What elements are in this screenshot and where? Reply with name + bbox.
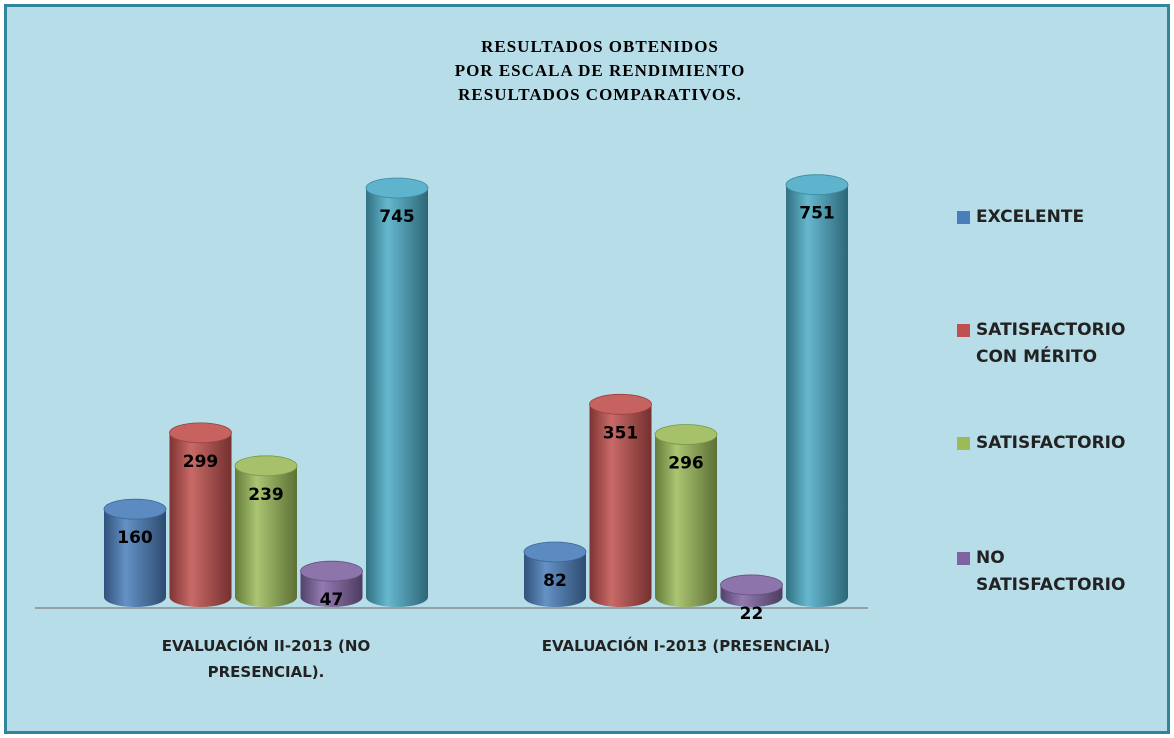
data-label: 745 [379,207,415,227]
data-label: 299 [183,452,219,472]
data-label: 47 [320,590,344,610]
legend-swatch [957,552,970,565]
bar-top [654,424,718,445]
data-label: 22 [740,604,764,624]
x-tick-label: EVALUACIÓN II-2013 (NO PRESENCIAL). [161,637,371,681]
bar-top [523,541,587,563]
bar-body [786,184,848,608]
legend-label: NO SATISFACTORIO [976,548,1126,595]
bar-body [524,551,586,607]
bar [654,424,718,607]
data-label: 160 [117,528,153,548]
bar [523,541,587,607]
legend-label: SATISFACTORIO [976,433,1126,453]
bar [589,393,652,607]
legend-label: EXCELENTE [976,207,1085,227]
bar [300,560,363,607]
legend-swatch [957,437,970,450]
bar [103,498,167,607]
bar-top [589,393,652,415]
bar [234,455,298,607]
bar [785,174,849,608]
data-label: 751 [799,204,835,224]
data-label: 239 [248,485,284,505]
bar-top [169,422,232,444]
bar-body [655,434,717,607]
data-label: 296 [668,453,704,473]
bar-top [365,177,429,199]
bar [720,574,783,607]
chart-title: POR ESCALA DE RENDIMIENTO [455,61,746,80]
bar [169,422,232,607]
bar-body [235,465,297,607]
bar-top [103,498,167,520]
legend-label: SATISFACTORIO CON MÉRITO [976,320,1126,367]
bar-top [720,574,783,596]
bar-top [300,560,363,582]
bar-body [589,404,652,607]
legend-swatch [957,211,970,224]
bar-body [104,509,166,607]
x-tick-label: EVALUACIÓN I-2013 (PRESENCIAL) [541,637,831,655]
data-label: 351 [603,423,639,443]
bar-body [366,187,428,607]
chart-title: RESULTADOS COMPARATIVOS. [458,85,742,104]
bar-body [169,432,232,607]
bar-top [785,174,849,196]
chart-area [4,4,1170,734]
data-label: 82 [543,571,567,591]
bar-top [234,455,298,477]
bar [365,177,429,607]
chart-title: RESULTADOS OBTENIDOS [481,37,719,56]
legend-swatch [957,324,970,337]
